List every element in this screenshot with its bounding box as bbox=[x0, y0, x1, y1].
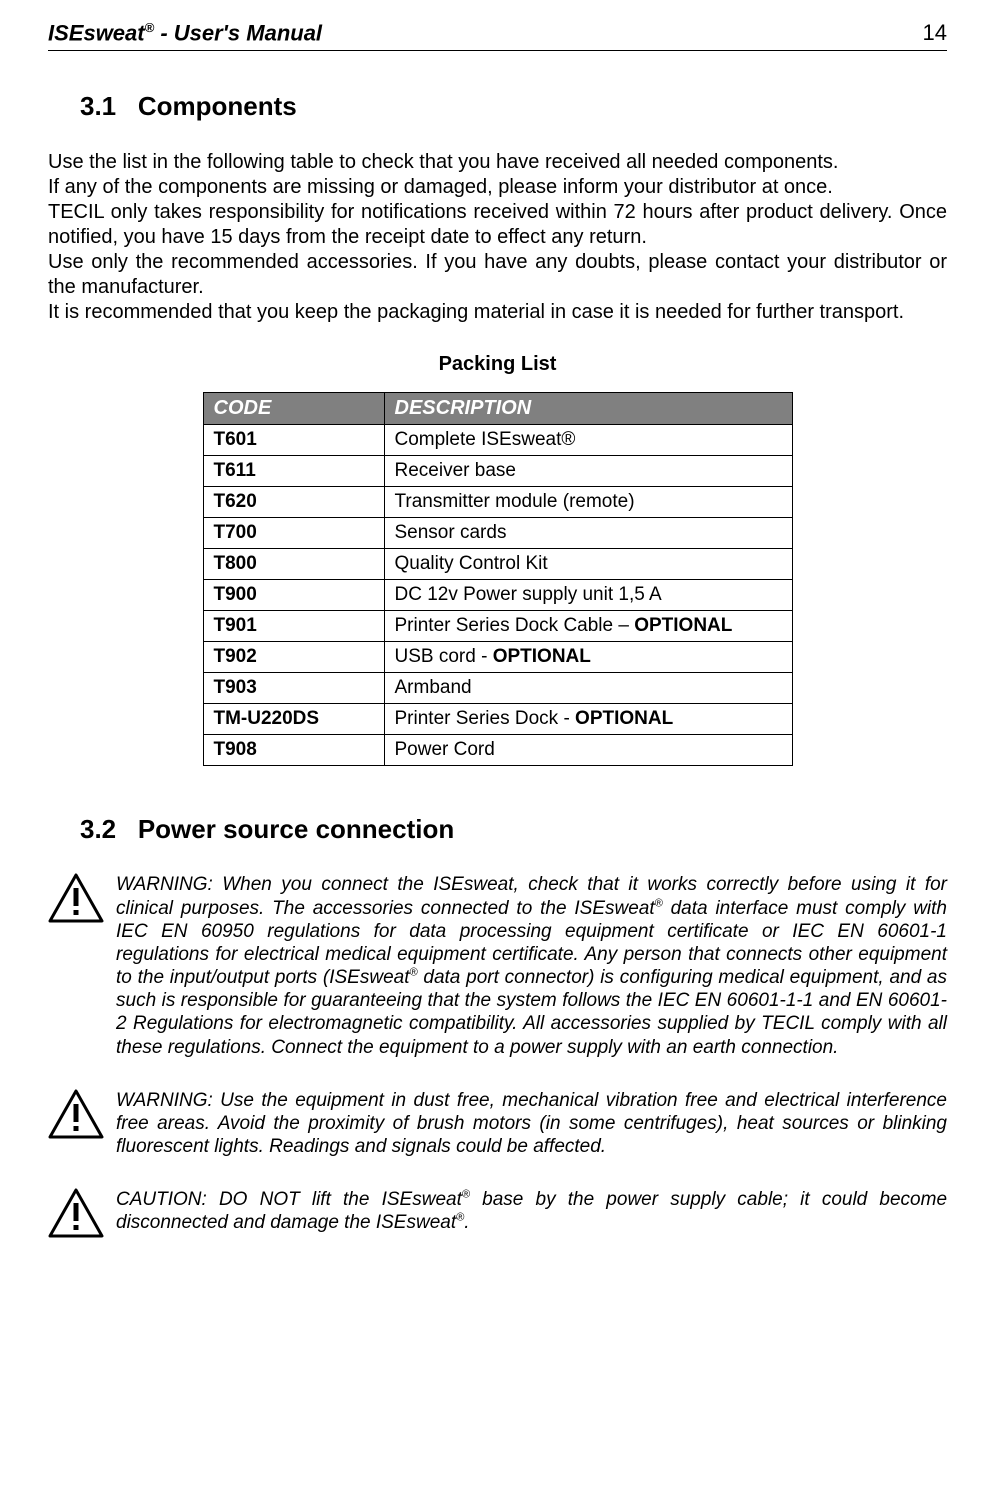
table-row: T700Sensor cards bbox=[203, 518, 792, 549]
packing-list-table: CODE DESCRIPTION T601Complete ISEsweat®T… bbox=[203, 392, 793, 766]
code-cell: TM-U220DS bbox=[203, 704, 384, 735]
col-header-desc: DESCRIPTION bbox=[384, 393, 792, 425]
table-row: TM-U220DSPrinter Series Dock - OPTIONAL bbox=[203, 704, 792, 735]
section-number: 3.2 bbox=[80, 814, 116, 844]
desc-cell: Quality Control Kit bbox=[384, 549, 792, 580]
page-number: 14 bbox=[923, 20, 947, 46]
table-row: T902USB cord - OPTIONAL bbox=[203, 642, 792, 673]
header-title: ISEsweat® - User's Manual bbox=[48, 20, 322, 46]
table-row: T900DC 12v Power supply unit 1,5 A bbox=[203, 580, 792, 611]
table-row: T800Quality Control Kit bbox=[203, 549, 792, 580]
desc-cell: Receiver base bbox=[384, 456, 792, 487]
caution-1: CAUTION: DO NOT lift the ISEsweat® base … bbox=[48, 1188, 947, 1238]
section-title: Components bbox=[138, 91, 297, 121]
warning-2: WARNING: Use the equipment in dust free,… bbox=[48, 1089, 947, 1159]
code-cell: T903 bbox=[203, 673, 384, 704]
col-header-code: CODE bbox=[203, 393, 384, 425]
product-name: ISEsweat bbox=[48, 20, 145, 45]
table-row: T611Receiver base bbox=[203, 456, 792, 487]
code-cell: T900 bbox=[203, 580, 384, 611]
warning-icon bbox=[48, 1089, 104, 1139]
desc-cell: Armband bbox=[384, 673, 792, 704]
section-number: 3.1 bbox=[80, 91, 116, 121]
code-cell: T902 bbox=[203, 642, 384, 673]
desc-cell: Power Cord bbox=[384, 735, 792, 766]
caution-text-part: . bbox=[464, 1212, 469, 1233]
section-3-1-heading: 3.1 Components bbox=[80, 91, 947, 122]
caution-text-part: CAUTION: DO NOT lift the ISEsweat bbox=[116, 1189, 462, 1210]
page-root: ISEsweat® - User's Manual 14 3.1 Compone… bbox=[0, 0, 995, 1308]
optional-label: OPTIONAL bbox=[634, 615, 732, 636]
table-row: T620Transmitter module (remote) bbox=[203, 487, 792, 518]
warning-1: WARNING: When you connect the ISEsweat, … bbox=[48, 873, 947, 1058]
warning-2-text: WARNING: Use the equipment in dust free,… bbox=[116, 1089, 947, 1159]
desc-cell: USB cord - OPTIONAL bbox=[384, 642, 792, 673]
section-3-1-body: Use the list in the following table to c… bbox=[48, 150, 947, 325]
section-title: Power source connection bbox=[138, 814, 454, 844]
caution-1-text: CAUTION: DO NOT lift the ISEsweat® base … bbox=[116, 1188, 947, 1234]
table-header-row: CODE DESCRIPTION bbox=[203, 393, 792, 425]
optional-label: OPTIONAL bbox=[575, 708, 673, 729]
registered-mark: ® bbox=[145, 20, 155, 35]
desc-cell: Printer Series Dock Cable – OPTIONAL bbox=[384, 611, 792, 642]
warning-1-text: WARNING: When you connect the ISEsweat, … bbox=[116, 873, 947, 1058]
code-cell: T800 bbox=[203, 549, 384, 580]
table-row: T903Armband bbox=[203, 673, 792, 704]
header-suffix: - User's Manual bbox=[154, 20, 322, 45]
table-row: T908Power Cord bbox=[203, 735, 792, 766]
registered-mark: ® bbox=[462, 1189, 470, 1201]
code-cell: T620 bbox=[203, 487, 384, 518]
code-cell: T908 bbox=[203, 735, 384, 766]
code-cell: T700 bbox=[203, 518, 384, 549]
registered-mark: ® bbox=[410, 967, 418, 979]
registered-mark: ® bbox=[655, 897, 663, 909]
table-row: T901Printer Series Dock Cable – OPTIONAL bbox=[203, 611, 792, 642]
optional-label: OPTIONAL bbox=[493, 646, 591, 667]
warning-icon bbox=[48, 1188, 104, 1238]
desc-cell: Transmitter module (remote) bbox=[384, 487, 792, 518]
table-row: T601Complete ISEsweat® bbox=[203, 425, 792, 456]
header-rule bbox=[48, 50, 947, 51]
code-cell: T601 bbox=[203, 425, 384, 456]
desc-cell: Complete ISEsweat® bbox=[384, 425, 792, 456]
code-cell: T611 bbox=[203, 456, 384, 487]
desc-cell: Printer Series Dock - OPTIONAL bbox=[384, 704, 792, 735]
warning-icon bbox=[48, 873, 104, 923]
desc-cell: Sensor cards bbox=[384, 518, 792, 549]
packing-list-title: Packing List bbox=[48, 353, 947, 376]
desc-cell: DC 12v Power supply unit 1,5 A bbox=[384, 580, 792, 611]
page-header: ISEsweat® - User's Manual 14 bbox=[48, 20, 947, 50]
code-cell: T901 bbox=[203, 611, 384, 642]
section-3-2-heading: 3.2 Power source connection bbox=[80, 814, 947, 845]
